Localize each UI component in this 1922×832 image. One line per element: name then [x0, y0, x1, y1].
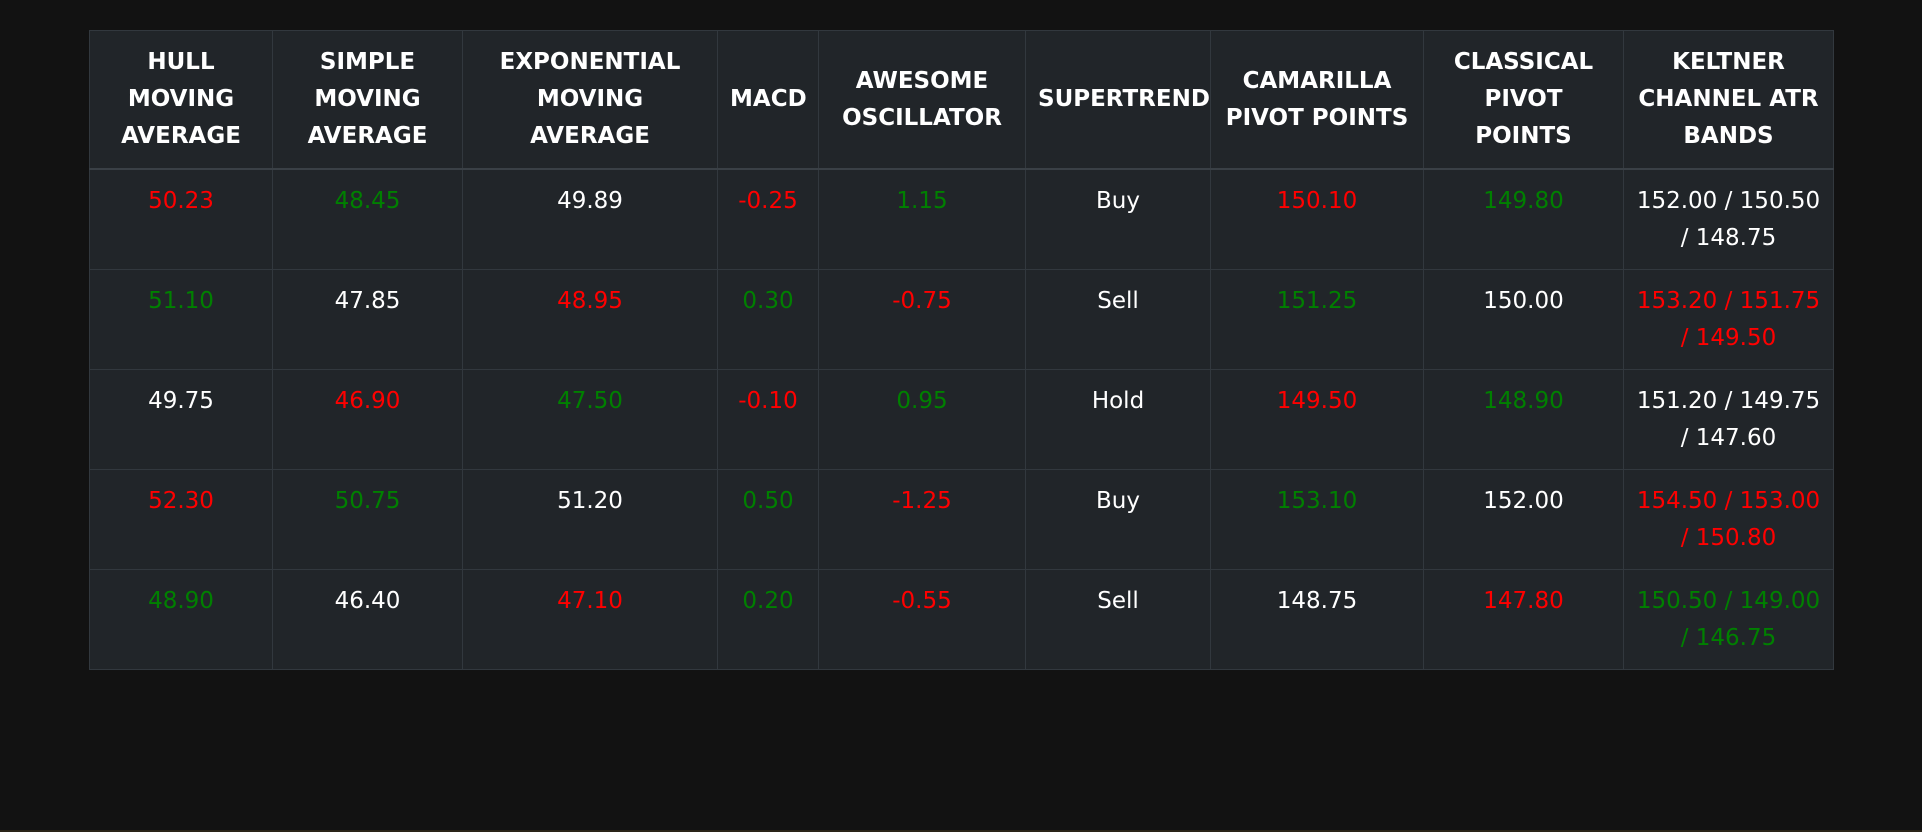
table-cell: 48.90 — [89, 568, 273, 670]
table-cell: 150.00 — [1423, 268, 1624, 370]
table-cell: 52.30 — [89, 468, 273, 570]
table-cell: -0.25 — [717, 168, 819, 270]
table-cell: 46.90 — [272, 368, 463, 470]
table-cell: 50.75 — [272, 468, 463, 570]
table-cell: 48.95 — [462, 268, 718, 370]
table-cell: 1.15 — [818, 168, 1026, 270]
table-cell: 0.95 — [818, 368, 1026, 470]
table-cell: -1.25 — [818, 468, 1026, 570]
table-cell: 0.30 — [717, 268, 819, 370]
table-cell: 149.50 — [1210, 368, 1424, 470]
table-cell: 153.10 — [1210, 468, 1424, 570]
table-cell: 151.25 — [1210, 268, 1424, 370]
table-cell: 47.50 — [462, 368, 718, 470]
indicators-table-container: HULL MOVING AVERAGE SIMPLE MOVING AVERAG… — [89, 30, 1834, 670]
header-supertrend: SUPERTREND — [1025, 30, 1211, 170]
header-keltner-channel-atr-bands: KELTNER CHANNEL ATR BANDS — [1623, 30, 1834, 170]
table-cell: 47.85 — [272, 268, 463, 370]
table-cell: 147.80 — [1423, 568, 1624, 670]
table-row: 49.75 46.90 47.50 -0.10 0.95 Hold 149.50… — [89, 368, 1834, 470]
table-header: HULL MOVING AVERAGE SIMPLE MOVING AVERAG… — [89, 30, 1834, 170]
table-cell: Sell — [1025, 268, 1211, 370]
table-cell: Buy — [1025, 168, 1211, 270]
bottom-edge-divider — [0, 830, 1922, 832]
header-exponential-moving-average: EXPONENTIAL MOVING AVERAGE — [462, 30, 718, 170]
table-cell: 152.00 / 150.50 / 148.75 — [1623, 168, 1834, 270]
table-row: 50.23 48.45 49.89 -0.25 1.15 Buy 150.10 … — [89, 168, 1834, 270]
table-cell: Sell — [1025, 568, 1211, 670]
table-row: 52.30 50.75 51.20 0.50 -1.25 Buy 153.10 … — [89, 468, 1834, 570]
table-cell: 150.10 — [1210, 168, 1424, 270]
table-cell: 51.10 — [89, 268, 273, 370]
header-simple-moving-average: SIMPLE MOVING AVERAGE — [272, 30, 463, 170]
table-cell: 148.75 — [1210, 568, 1424, 670]
table-cell: 48.45 — [272, 168, 463, 270]
table-cell: 149.80 — [1423, 168, 1624, 270]
header-hull-moving-average: HULL MOVING AVERAGE — [89, 30, 273, 170]
table-cell: 46.40 — [272, 568, 463, 670]
table-cell: Hold — [1025, 368, 1211, 470]
table-cell: 153.20 / 151.75 / 149.50 — [1623, 268, 1834, 370]
table-cell: 154.50 / 153.00 / 150.80 — [1623, 468, 1834, 570]
table-cell: 49.89 — [462, 168, 718, 270]
table-cell: 49.75 — [89, 368, 273, 470]
table-cell: 148.90 — [1423, 368, 1624, 470]
header-awesome-oscillator: AWESOME OSCILLATOR — [818, 30, 1026, 170]
table-cell: 47.10 — [462, 568, 718, 670]
table-cell: 150.50 / 149.00 / 146.75 — [1623, 568, 1834, 670]
table-cell: 50.23 — [89, 168, 273, 270]
table-cell: Buy — [1025, 468, 1211, 570]
header-row: HULL MOVING AVERAGE SIMPLE MOVING AVERAG… — [89, 30, 1834, 170]
table-row: 48.90 46.40 47.10 0.20 -0.55 Sell 148.75… — [89, 568, 1834, 670]
table-cell: -0.75 — [818, 268, 1026, 370]
table-row: 51.10 47.85 48.95 0.30 -0.75 Sell 151.25… — [89, 268, 1834, 370]
table-cell: 0.50 — [717, 468, 819, 570]
table-cell: 51.20 — [462, 468, 718, 570]
indicators-table: HULL MOVING AVERAGE SIMPLE MOVING AVERAG… — [89, 30, 1834, 670]
table-body: 50.23 48.45 49.89 -0.25 1.15 Buy 150.10 … — [89, 168, 1834, 670]
table-cell: 0.20 — [717, 568, 819, 670]
table-cell: 151.20 / 149.75 / 147.60 — [1623, 368, 1834, 470]
table-cell: -0.55 — [818, 568, 1026, 670]
table-cell: -0.10 — [717, 368, 819, 470]
table-cell: 152.00 — [1423, 468, 1624, 570]
header-classical-pivot-points: CLASSICAL PIVOT POINTS — [1423, 30, 1624, 170]
header-macd: MACD — [717, 30, 819, 170]
header-camarilla-pivot-points: CAMARILLA PIVOT POINTS — [1210, 30, 1424, 170]
